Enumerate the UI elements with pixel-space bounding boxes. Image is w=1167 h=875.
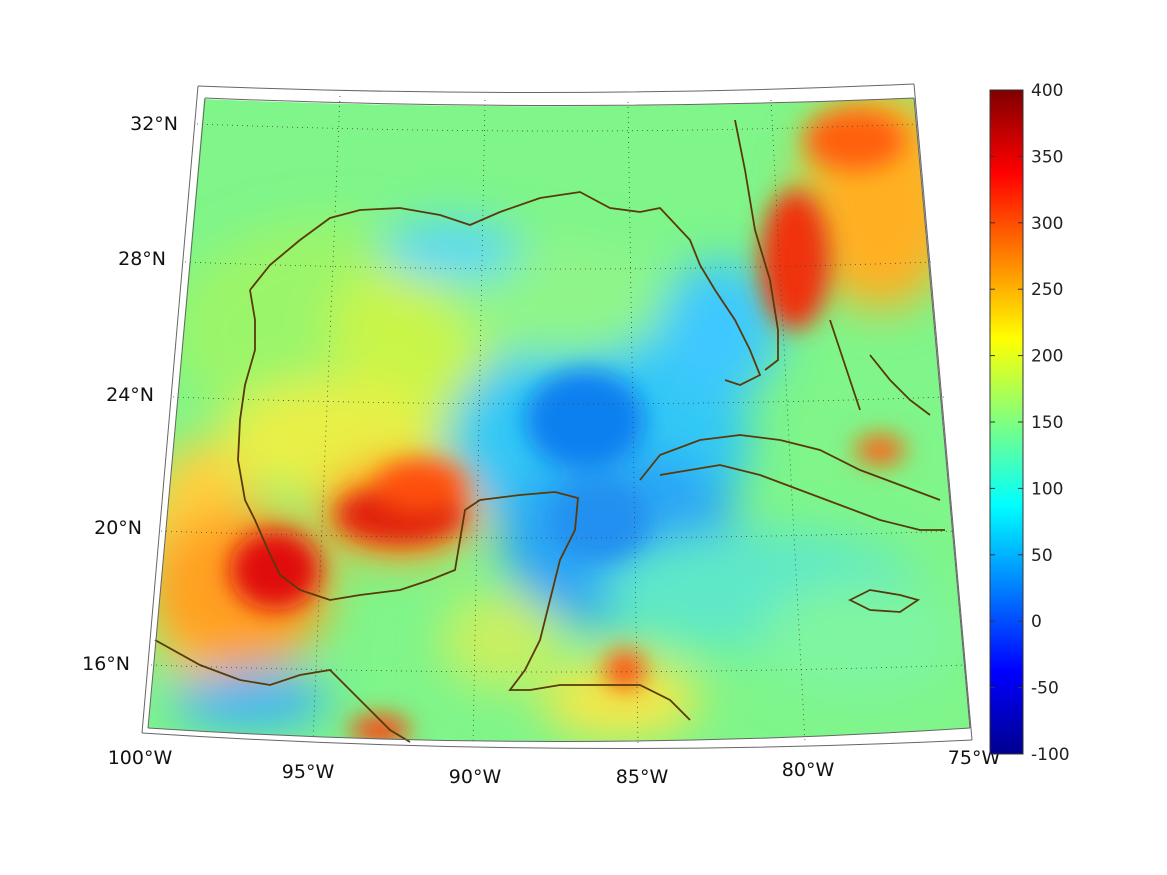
lat-label-24n: 24°N: [106, 384, 154, 406]
colorbar-tick-label: 200: [1031, 347, 1063, 367]
heatmap-field: [148, 98, 970, 742]
coastlines: [154, 119, 945, 743]
lon-label-85w: 85°W: [616, 766, 669, 788]
latitude-labels: 32°N 28°N 24°N 20°N 16°N: [82, 113, 178, 675]
lat-label-28n: 28°N: [118, 248, 166, 270]
colorbar: 400 350 300 250 200 150 100 50 0 -50 -100: [989, 81, 1070, 765]
colorbar-tick-label: 0: [1031, 612, 1042, 632]
colorbar-tick-label: 50: [1031, 546, 1053, 566]
lat-label-20n: 20°N: [94, 517, 142, 539]
colorbar-tick-label: 400: [1031, 81, 1063, 101]
colorbar-tick-label: -50: [1031, 679, 1059, 699]
lon-label-80w: 80°W: [782, 759, 835, 781]
colorbar-gradient: [989, 89, 1024, 755]
colorbar-tick-label: -100: [1031, 745, 1070, 765]
colorbar-tick-label: 300: [1031, 214, 1063, 234]
colorbar-tick-label: 100: [1031, 479, 1063, 499]
lon-label-75w: 75°W: [948, 747, 1001, 769]
colorbar-tick-label: 150: [1031, 413, 1063, 433]
lon-label-90w: 90°W: [449, 766, 502, 788]
lon-label-100w: 100°W: [108, 747, 173, 769]
graticule: [150, 95, 967, 746]
lon-label-95w: 95°W: [282, 761, 335, 783]
longitude-labels: 100°W 95°W 90°W 85°W 80°W 75°W: [108, 747, 1001, 788]
colorbar-ticks: 400 350 300 250 200 150 100 50 0 -50 -100: [990, 81, 1070, 765]
colorbar-tick-label: 250: [1031, 280, 1063, 300]
colorbar-tick-label: 350: [1031, 147, 1063, 167]
lat-label-16n: 16°N: [82, 653, 130, 675]
map-frame: [141, 83, 973, 750]
lat-label-32n: 32°N: [130, 113, 178, 135]
